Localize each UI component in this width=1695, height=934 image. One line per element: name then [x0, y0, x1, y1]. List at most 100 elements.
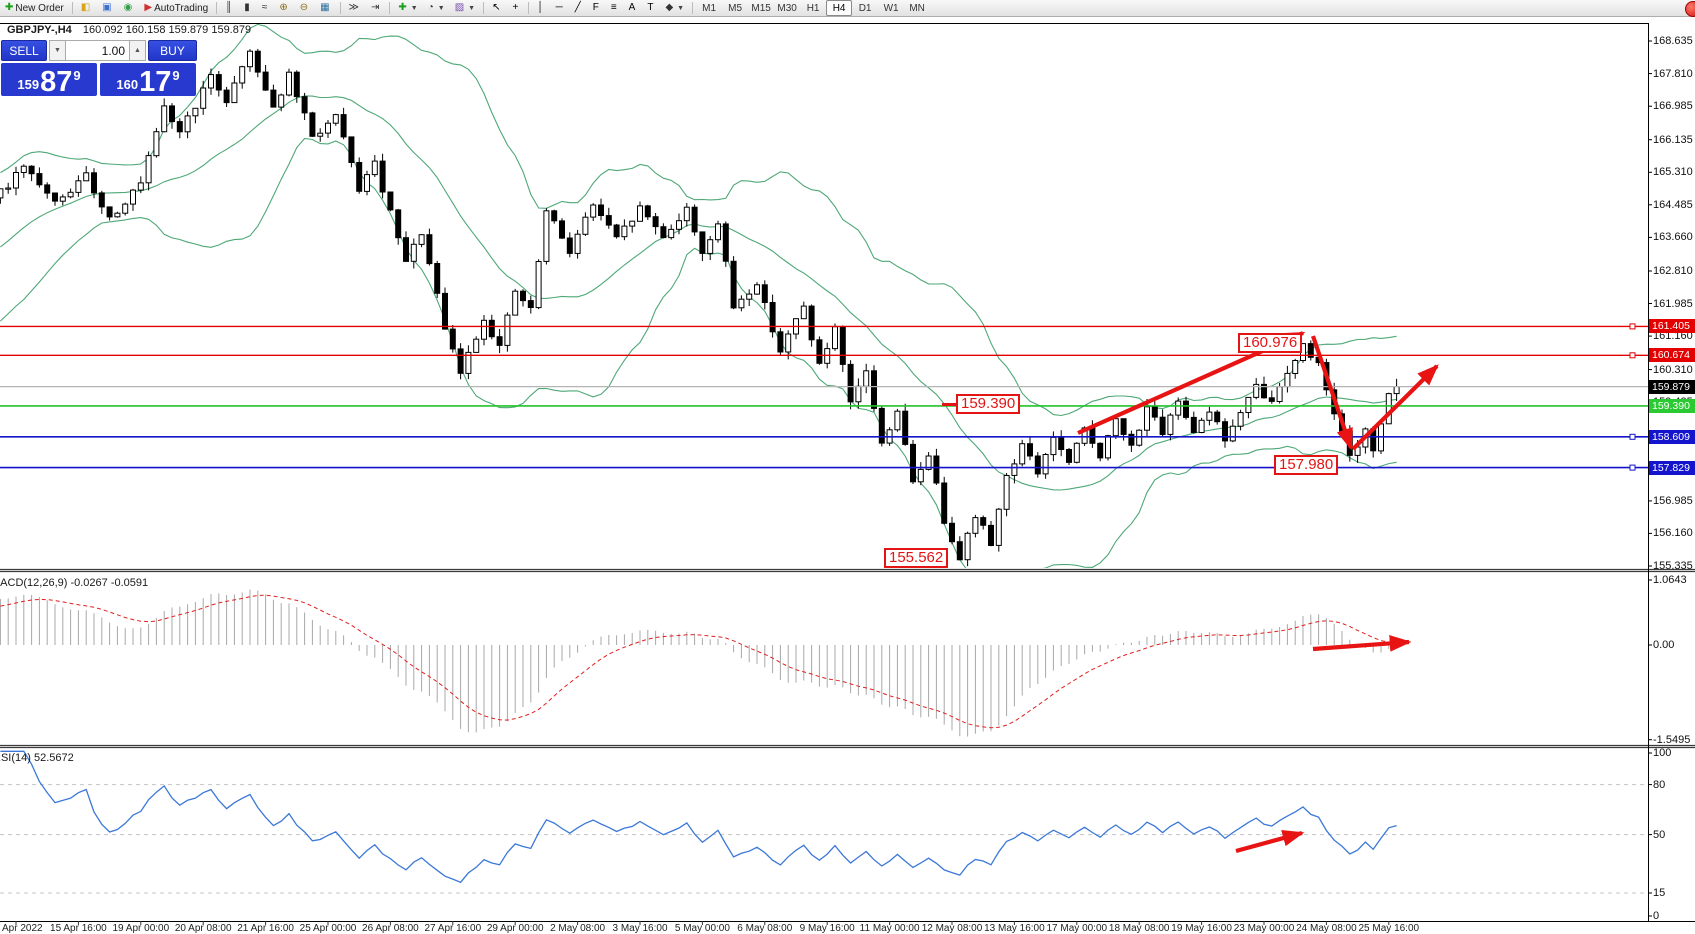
timeframe-m15-button[interactable]: M15	[751, 2, 771, 14]
auto-scroll-button[interactable]: ≫	[345, 0, 365, 16]
volume-increase-button[interactable]: ▲	[129, 40, 146, 61]
toolbar-separator	[71, 2, 73, 14]
chevron-down-icon: ▼	[468, 4, 476, 12]
chart-frame	[0, 23, 1695, 925]
timeframe-m1-button[interactable]: M1	[702, 2, 717, 14]
templates-icon: ▨	[454, 2, 465, 13]
new-order-button-label: New Order	[15, 2, 64, 14]
buy-price-panel[interactable]: 160 17 9	[100, 63, 196, 98]
arrows-button[interactable]: ◆ ▼	[661, 0, 688, 16]
annotation-price-label[interactable]: 157.980	[1274, 455, 1339, 475]
metaeditor-icon-icon: ▣	[102, 2, 112, 13]
crosshair-button[interactable]: +	[509, 0, 525, 16]
rsi-line	[0, 750, 1397, 884]
sell-button[interactable]: SELL	[1, 40, 47, 61]
annotation-price-label[interactable]: 159.390	[956, 394, 1021, 414]
autotrading-icon: ▶	[144, 2, 153, 13]
text-button[interactable]: A	[625, 0, 642, 16]
timeframe-m5-button[interactable]: M5	[728, 2, 743, 14]
chart-shift-icon: ⇥	[371, 2, 380, 13]
hline-icon: ─	[555, 2, 563, 13]
sell-price-big: 87	[40, 66, 73, 98]
text-icon: A	[628, 2, 636, 13]
timeframe-m30-button[interactable]: M30	[777, 2, 797, 14]
buy-button[interactable]: BUY	[148, 40, 197, 61]
tile-windows-button[interactable]: ▦	[316, 0, 335, 16]
zoom-in-button[interactable]: ⊕	[275, 0, 293, 16]
label-icon: T	[647, 2, 654, 13]
signals-icon[interactable]: ◉	[120, 0, 139, 16]
volume-decrease-button[interactable]: ▼	[49, 40, 66, 61]
toolbar-separator	[692, 2, 694, 14]
label-button[interactable]: T	[643, 0, 659, 16]
volume-input[interactable]	[66, 40, 129, 61]
cursor-icon: ↖	[492, 2, 501, 13]
candles-layer	[0, 48, 1400, 567]
chevron-down-icon: ▼	[437, 4, 445, 12]
trendline-icon: ╱	[574, 2, 581, 13]
signals-icon-icon: ◉	[123, 2, 133, 13]
line-chart-icon: ≈	[261, 2, 268, 13]
buy-price-prefix: 160	[116, 77, 139, 92]
channel-button[interactable]: ≡	[607, 0, 623, 16]
styles-icon-icon: ◧	[80, 2, 91, 13]
fibo-button[interactable]: F	[589, 0, 605, 16]
candlestick-chart-button[interactable]: ▮	[240, 0, 256, 16]
new-order-button[interactable]: ✚ New Order	[1, 0, 68, 16]
candlestick-chart-icon: ▮	[244, 2, 250, 13]
bollinger-bands	[0, 23, 1397, 568]
styles-icon[interactable]: ◧	[77, 0, 96, 16]
crosshair-icon: +	[512, 2, 519, 13]
timeframe-d1-button[interactable]: D1	[858, 2, 872, 14]
new-order-icon: ✚	[5, 2, 14, 13]
timeframe-mn-button[interactable]: MN	[909, 2, 925, 14]
logo-badge-icon	[1685, 1, 1695, 17]
buy-price-big: 17	[139, 66, 172, 98]
autotrading-button[interactable]: ▶ AutoTrading	[140, 0, 212, 16]
templates-button[interactable]: ▨ ▼	[451, 0, 479, 16]
chart-shift-button[interactable]: ⇥	[367, 0, 385, 16]
indicators-icon: ✚	[398, 2, 407, 13]
line-chart-button[interactable]: ≈	[258, 0, 274, 16]
indicators-button[interactable]: ✚ ▼	[394, 0, 421, 16]
toolbar-separator	[389, 2, 391, 14]
arrows-icon: ◆	[665, 2, 674, 13]
periods-button[interactable]: ◔ ▼	[424, 0, 449, 16]
annotation-price-label[interactable]: 155.562	[884, 548, 949, 568]
toolbar-separator	[216, 2, 218, 14]
annotation-price-label[interactable]: 160.976	[1238, 333, 1303, 353]
timeframe-h4-button[interactable]: H4	[826, 0, 853, 16]
metaeditor-icon[interactable]: ▣	[98, 0, 117, 16]
toolbar-separator	[339, 2, 341, 14]
horizontal-level-lines[interactable]	[0, 323, 1648, 471]
cursor-button[interactable]: ↖	[488, 0, 506, 16]
chevron-down-icon: ▼	[677, 4, 685, 12]
sell-price-pip: 9	[73, 68, 81, 83]
periods-icon: ◔	[427, 2, 434, 13]
auto-scroll-icon: ≫	[348, 2, 360, 13]
vline-button[interactable]: │	[533, 0, 549, 16]
trend-arrows[interactable]	[1077, 331, 1439, 854]
macd-signal-line	[0, 594, 1397, 729]
trendline-button[interactable]: ╱	[571, 0, 587, 16]
chevron-down-icon: ▼	[410, 4, 418, 12]
macd-panel	[0, 589, 1398, 737]
hline-button[interactable]: ─	[552, 0, 569, 16]
zoom-out-button[interactable]: ⊖	[296, 0, 314, 16]
timeframe-h1-button[interactable]: H1	[806, 2, 820, 14]
tile-windows-icon: ▦	[320, 2, 330, 13]
vline-icon: │	[537, 2, 544, 13]
rsi-panel	[0, 750, 1648, 894]
one-click-trading-widget: SELL ▼ ▲ BUY 159 87 9 160 17 9	[1, 40, 198, 98]
timeframe-w1-button[interactable]: W1	[883, 2, 899, 14]
sell-price-panel[interactable]: 159 87 9	[1, 63, 97, 98]
toolbar-separator	[483, 2, 485, 14]
buy-price-pip: 9	[172, 68, 180, 83]
fibo-icon: F	[592, 2, 599, 13]
main-chart-layer	[0, 23, 1400, 568]
channel-icon: ≡	[610, 2, 617, 13]
bar-chart-button[interactable]: ║	[221, 0, 238, 16]
bar-chart-icon: ║	[225, 2, 233, 13]
